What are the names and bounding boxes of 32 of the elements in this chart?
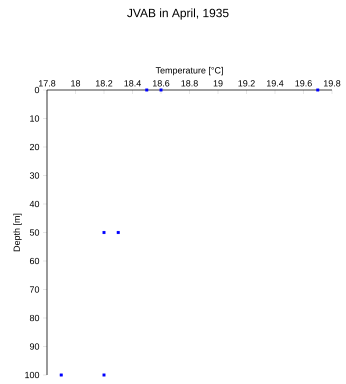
point <box>316 88 320 92</box>
x-tick-label: 19.6 <box>295 80 312 86</box>
point <box>60 374 63 377</box>
x-tick-label: 18 <box>71 80 80 86</box>
y-tick-label: 40 <box>30 200 40 208</box>
y-tick-label: 90 <box>30 343 40 350</box>
y-tick-label: 60 <box>30 258 40 264</box>
y-tick-label: 100 <box>25 372 40 378</box>
chart-title: JVAB in April, 1935 <box>127 8 229 20</box>
point <box>145 88 148 92</box>
y-axis-title: Depth [m] <box>13 214 22 252</box>
x-tick-label: 19.4 <box>266 80 284 86</box>
point <box>102 374 106 377</box>
x-tick-label: 18.2 <box>96 80 112 86</box>
y-tick-label: 50 <box>30 229 40 236</box>
x-axis-title: Temperature [°C] <box>156 66 223 76</box>
point <box>160 88 162 92</box>
x-tick-label: 17.8 <box>38 80 56 86</box>
y-tick-label: 70 <box>30 286 40 293</box>
y-tick-label: 10 <box>30 115 40 122</box>
x-tick-label: 18.4 <box>124 80 141 86</box>
y-tick-label: 30 <box>30 172 40 179</box>
x-tick-label: 19.8 <box>324 80 340 86</box>
y-tick-label: 20 <box>30 144 40 150</box>
point <box>102 231 106 234</box>
point <box>116 231 120 234</box>
x-tick-label: 18.6 <box>152 80 170 86</box>
x-tick-label: 19.2 <box>238 80 255 86</box>
x-tick-label: 18.8 <box>181 80 198 86</box>
y-tick-label: 80 <box>30 314 40 322</box>
x-tick-label: 19 <box>214 80 223 86</box>
y-tick-label: 0 <box>34 86 40 94</box>
